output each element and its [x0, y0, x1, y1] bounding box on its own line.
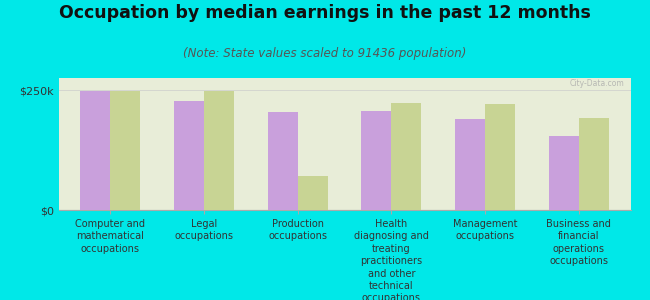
Legend: 91436, California: 91436, California	[250, 299, 439, 300]
Bar	[298, 176, 328, 210]
Bar	[391, 103, 421, 210]
Bar	[80, 91, 110, 210]
Bar	[579, 118, 609, 210]
Bar	[204, 91, 234, 210]
Bar	[549, 136, 579, 210]
Text: Occupation by median earnings in the past 12 months: Occupation by median earnings in the pas…	[59, 4, 591, 22]
Bar	[174, 100, 204, 210]
Bar	[455, 119, 485, 210]
Text: (Note: State values scaled to 91436 population): (Note: State values scaled to 91436 popu…	[183, 46, 467, 59]
Bar	[485, 104, 515, 210]
Bar	[268, 112, 298, 210]
Text: City-Data.com: City-Data.com	[570, 79, 625, 88]
Bar	[110, 91, 140, 210]
Bar	[361, 111, 391, 210]
